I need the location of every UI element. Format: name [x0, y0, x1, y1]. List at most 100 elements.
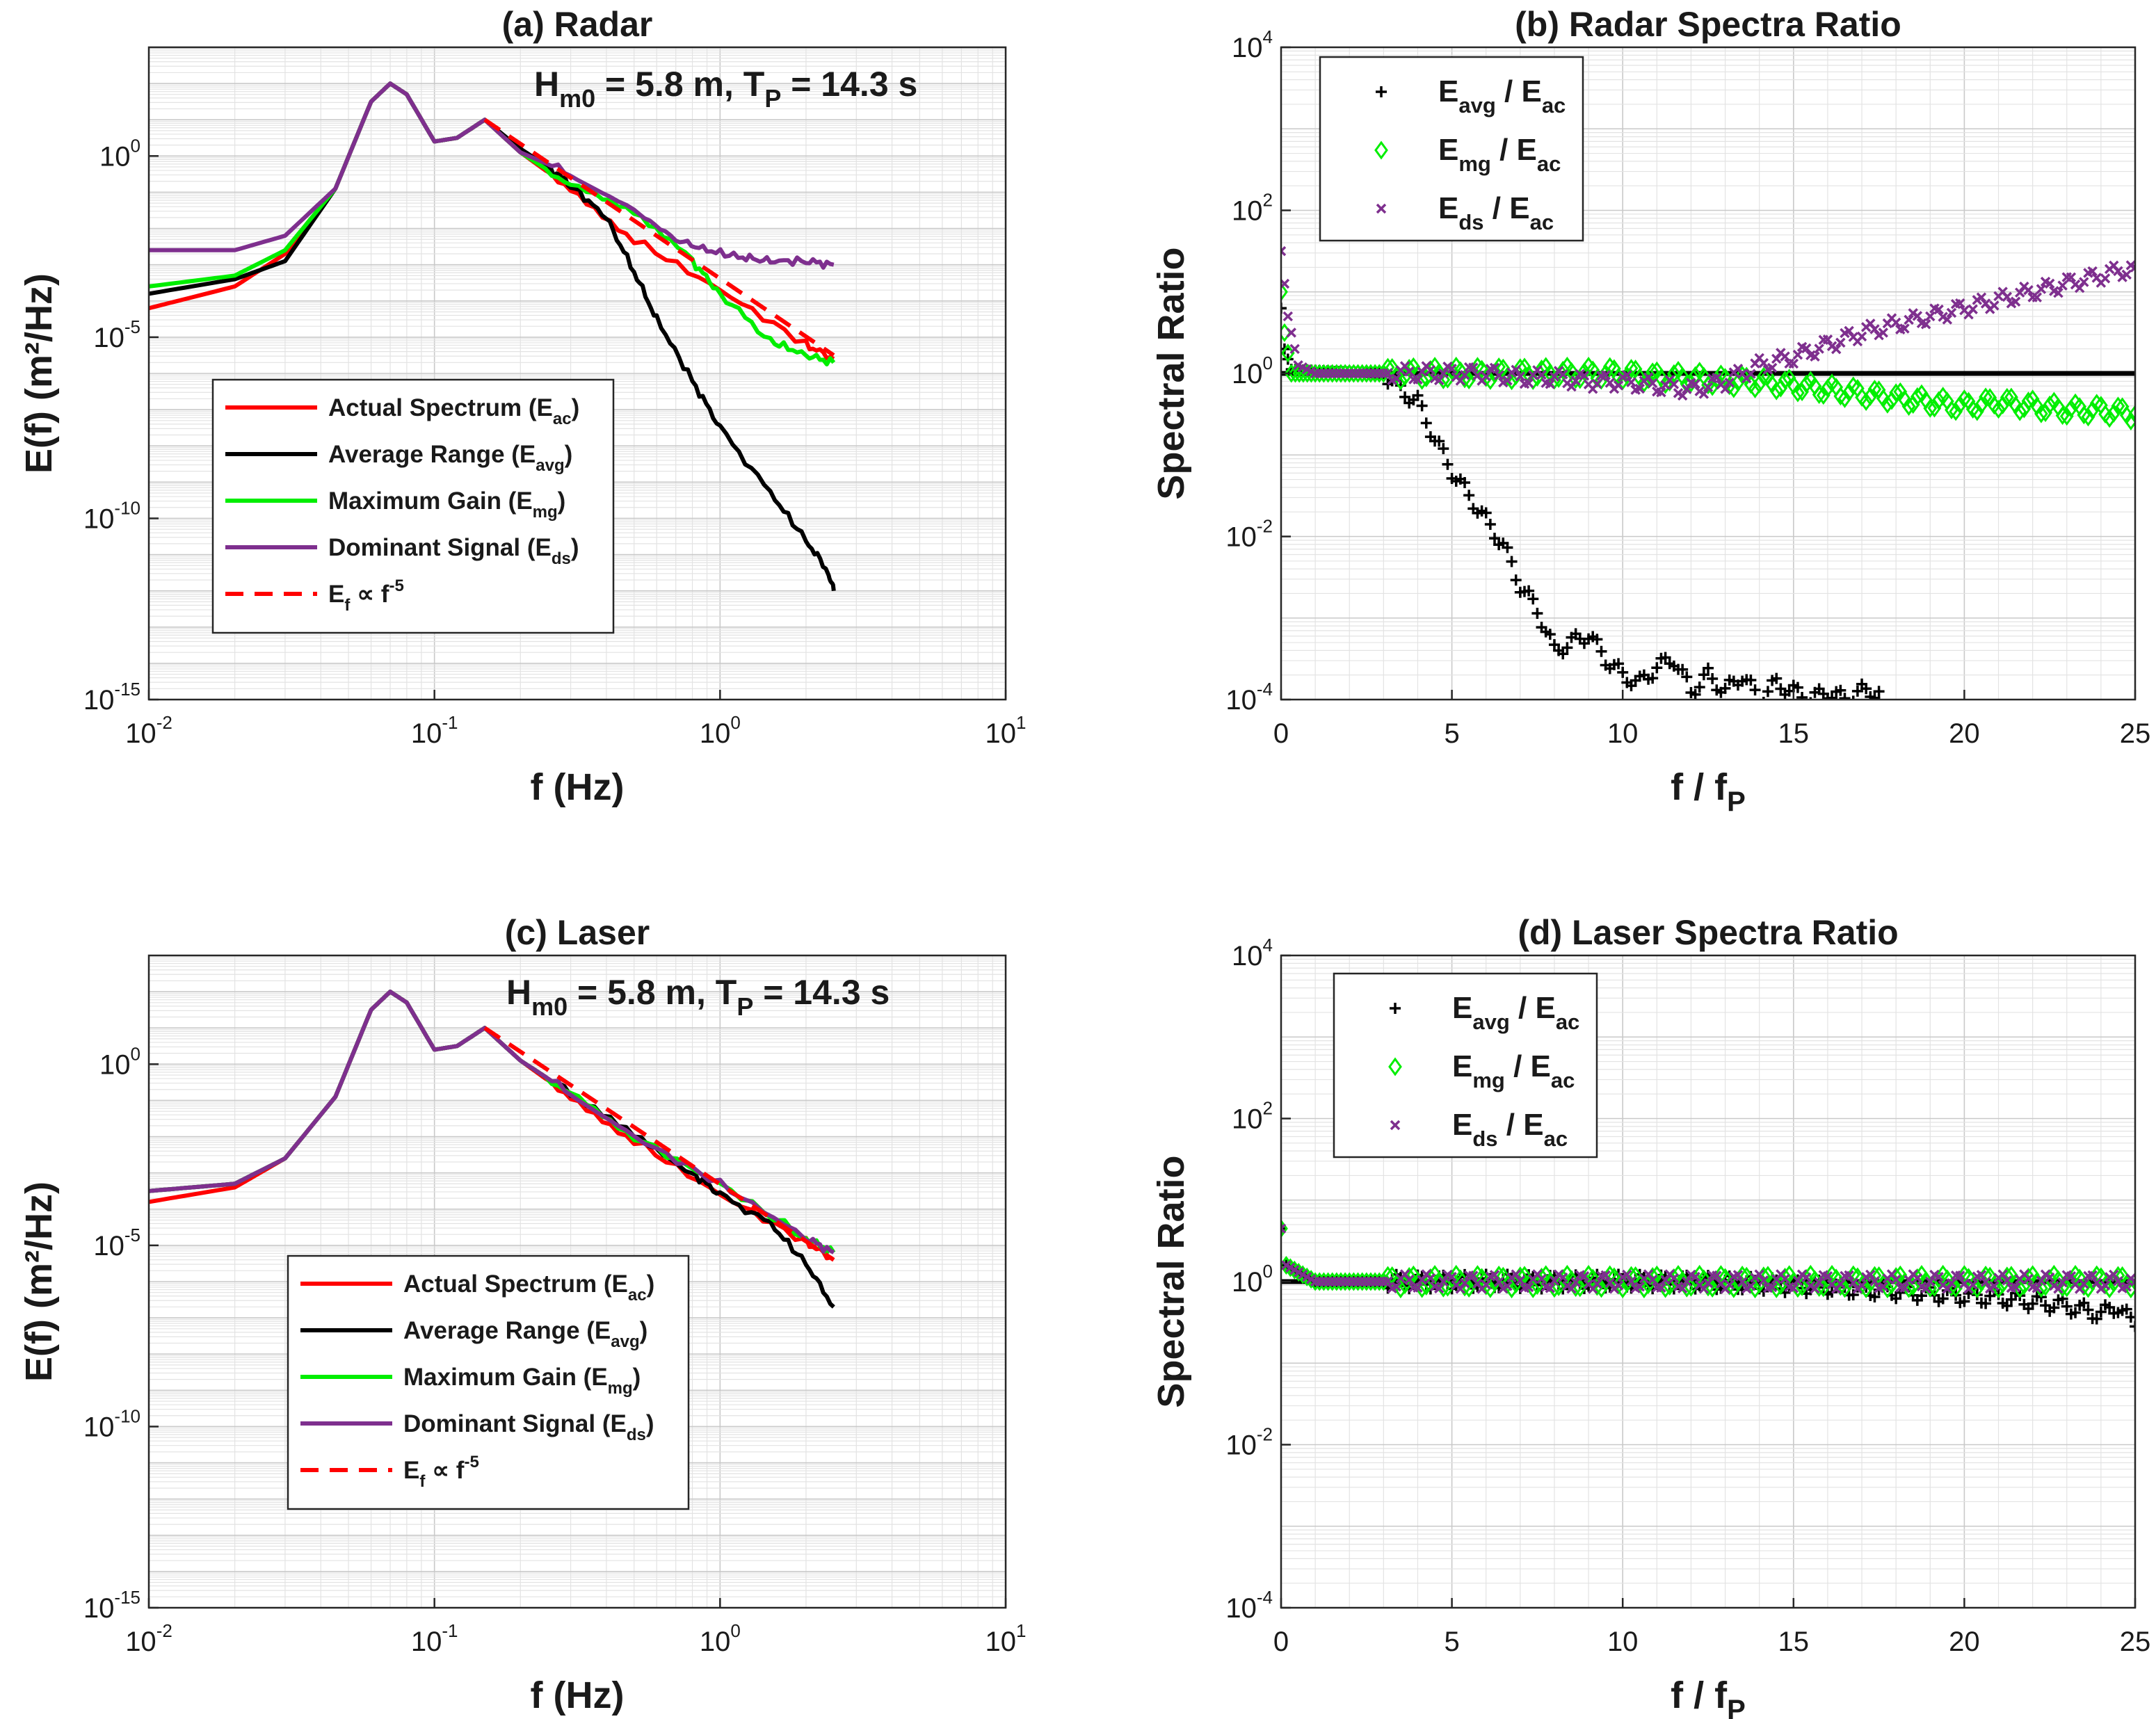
data-point — [1547, 1279, 1561, 1298]
y-tick-label: 10-2 — [1225, 1424, 1273, 1461]
data-point — [1869, 692, 1881, 700]
data-point — [1468, 1270, 1479, 1281]
data-point — [1863, 387, 1878, 406]
data-point — [1502, 542, 1513, 554]
data-point — [1523, 1282, 1534, 1293]
data-point — [2021, 392, 2036, 411]
y-tick-label: 100 — [1232, 1261, 1273, 1298]
data-point — [1425, 364, 1436, 376]
y-tick-exponent: -15 — [114, 1587, 140, 1608]
x-tick-label: 15 — [1778, 718, 1810, 749]
data-point — [1595, 645, 1607, 657]
annotation-c: Hm0 = 5.8 m, TP = 14.3 s — [506, 973, 890, 1021]
data-point — [2027, 1298, 2038, 1309]
legend-label-denominator: / E — [1505, 1049, 1551, 1083]
data-point — [1780, 351, 1790, 362]
data-point — [2053, 1283, 2064, 1294]
legend-label-close: ) — [640, 1317, 648, 1344]
annotation-h-value: = 5.8 m, T — [568, 973, 737, 1012]
data-point — [2087, 266, 2098, 277]
data-point — [1591, 633, 1603, 645]
legend-label: Emg / Eac — [1438, 133, 1561, 176]
data-point — [1925, 311, 1936, 322]
legend-label-main: Average Range (E — [328, 441, 536, 468]
x-tick-label: 100 — [700, 1620, 741, 1657]
y-tick-base: 10 — [1225, 685, 1257, 716]
data-point — [2001, 1300, 2013, 1312]
data-point — [1703, 382, 1714, 393]
data-point — [2036, 1275, 2047, 1286]
data-point — [1515, 371, 1526, 382]
legend-box — [1319, 56, 1584, 242]
data-point — [1791, 383, 1805, 403]
y-tick-label: 10-4 — [1225, 1587, 1273, 1624]
data-point — [1923, 398, 1938, 418]
data-point — [2032, 292, 2043, 302]
data-point — [1681, 671, 1693, 683]
data-point — [1731, 373, 1745, 392]
x-tick-base: 10 — [700, 718, 731, 749]
data-point — [1659, 652, 1671, 663]
data-point — [1626, 377, 1636, 387]
annotation-h-subscript: m0 — [531, 992, 568, 1021]
data-point — [1920, 319, 1931, 330]
data-point — [1927, 398, 1942, 418]
data-point — [1282, 311, 1294, 322]
data-point — [1536, 1273, 1547, 1284]
chart-title-d: (d) Laser Spectra Ratio — [1518, 913, 1898, 952]
data-point — [1791, 1279, 1805, 1298]
legend-label-close: ) — [647, 1270, 655, 1298]
data-point — [1949, 402, 1963, 421]
data-point — [1480, 507, 1492, 519]
data-point — [2010, 1282, 2021, 1293]
data-point — [1391, 373, 1402, 384]
data-point — [1634, 1282, 1645, 1292]
annotation-t-value: = 14.3 s — [753, 973, 890, 1012]
y-tick-base: 10 — [1225, 522, 1257, 553]
y-tick-exponent: 0 — [131, 1043, 140, 1064]
y-tick-label: 10-5 — [93, 316, 140, 353]
y-tick-label: 104 — [1232, 26, 1273, 63]
data-point — [1724, 1280, 1735, 1290]
data-point — [2070, 1307, 2082, 1318]
chart-title-a: (a) Radar — [502, 5, 653, 44]
legend-label-subscript: avg — [611, 1332, 639, 1351]
data-point — [1749, 684, 1761, 696]
y-tick-base: 10 — [1232, 33, 1263, 63]
data-point — [1667, 364, 1681, 383]
y-tick-label: 10-10 — [83, 1405, 140, 1442]
data-point — [1579, 1271, 1590, 1282]
legend-label: Emg / Eac — [1452, 1049, 1575, 1092]
legend-label-subscript: f — [344, 596, 351, 615]
data-point — [2034, 1279, 2048, 1298]
x-tick-label: 10-1 — [411, 1620, 458, 1657]
data-point — [2066, 272, 2077, 283]
data-point — [1844, 1270, 1854, 1281]
legend-label-denominator: / E — [1491, 133, 1537, 167]
data-point — [1801, 343, 1812, 354]
data-point — [1489, 362, 1500, 373]
data-point — [1851, 685, 1863, 697]
legend-label-numerator-subscript: avg — [1472, 1010, 1509, 1034]
data-point — [1458, 369, 1472, 389]
data-point — [1281, 302, 1287, 314]
data-point — [1433, 375, 1445, 386]
y-tick-label: 10-4 — [1225, 679, 1273, 716]
data-point — [1976, 1270, 1987, 1280]
data-point — [1839, 693, 1851, 700]
y-tick-base: 10 — [1232, 196, 1263, 227]
data-point — [1403, 1274, 1415, 1285]
data-point — [1433, 1283, 1445, 1294]
x-tick-label: 0 — [1273, 1627, 1289, 1657]
data-point — [2053, 287, 2064, 298]
x-tick-label: 100 — [700, 712, 741, 749]
annotation-a: Hm0 = 5.8 m, TP = 14.3 s — [534, 65, 917, 113]
legend-label-numerator-subscript: avg — [1458, 93, 1495, 118]
data-point — [2044, 1272, 2055, 1283]
data-point — [2023, 285, 2034, 296]
x-tick-base: 10 — [125, 1627, 156, 1657]
legend-label: Actual Spectrum (Eac) — [328, 394, 579, 428]
y-tick-label: 10-15 — [83, 679, 140, 716]
y-tick-exponent: 0 — [1263, 353, 1273, 373]
